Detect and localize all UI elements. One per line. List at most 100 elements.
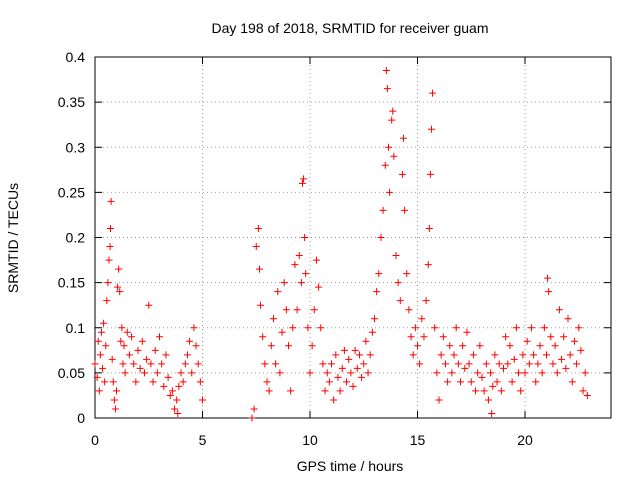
data-point bbox=[310, 306, 318, 314]
data-point bbox=[368, 328, 376, 336]
data-point bbox=[332, 351, 340, 359]
data-point bbox=[293, 306, 301, 314]
data-point bbox=[389, 107, 397, 115]
data-point bbox=[495, 360, 503, 368]
data-point bbox=[573, 360, 581, 368]
data-point bbox=[555, 306, 563, 314]
data-point bbox=[463, 328, 471, 336]
data-point bbox=[106, 243, 114, 251]
data-point bbox=[128, 333, 136, 341]
data-point bbox=[325, 378, 333, 386]
data-point bbox=[525, 360, 533, 368]
data-point bbox=[328, 360, 335, 368]
data-point bbox=[488, 409, 496, 417]
data-point bbox=[536, 342, 544, 350]
data-point bbox=[265, 387, 273, 395]
data-point bbox=[544, 274, 552, 282]
data-point bbox=[186, 337, 194, 345]
data-point bbox=[560, 333, 568, 341]
data-point bbox=[96, 351, 104, 359]
data-point bbox=[371, 315, 378, 323]
data-point bbox=[272, 360, 280, 368]
data-point bbox=[194, 360, 202, 368]
data-point bbox=[179, 378, 187, 386]
data-point bbox=[118, 324, 126, 332]
data-point bbox=[383, 85, 391, 93]
data-point bbox=[121, 369, 129, 377]
data-point bbox=[269, 315, 277, 323]
data-point bbox=[394, 279, 402, 287]
data-point bbox=[474, 369, 482, 377]
data-point bbox=[558, 355, 566, 363]
data-point bbox=[427, 125, 435, 133]
data-point bbox=[173, 396, 181, 404]
data-point bbox=[254, 224, 262, 232]
data-point bbox=[519, 351, 527, 359]
data-point bbox=[298, 179, 306, 187]
data-point bbox=[199, 396, 206, 404]
data-point bbox=[564, 315, 572, 323]
data-point bbox=[405, 306, 413, 314]
data-point bbox=[457, 378, 464, 386]
data-point bbox=[508, 378, 516, 386]
data-point bbox=[123, 328, 131, 336]
data-point bbox=[143, 355, 151, 363]
data-point bbox=[102, 342, 110, 350]
data-point bbox=[390, 152, 398, 160]
data-point bbox=[355, 351, 363, 359]
data-point bbox=[151, 346, 159, 354]
x-tick-label: 15 bbox=[410, 432, 426, 448]
data-point bbox=[100, 319, 108, 327]
data-point bbox=[174, 409, 182, 417]
data-point bbox=[500, 364, 507, 372]
y-tick-label: 0.05 bbox=[58, 365, 85, 381]
data-point bbox=[568, 378, 576, 386]
data-point bbox=[364, 369, 372, 377]
data-point bbox=[527, 324, 535, 332]
data-point bbox=[420, 333, 428, 341]
data-point bbox=[444, 378, 452, 386]
data-point bbox=[282, 306, 290, 314]
data-point bbox=[353, 364, 361, 372]
x-tick-label: 5 bbox=[199, 432, 207, 448]
chart-title: Day 198 of 2018, SRMTID for receiver gua… bbox=[211, 20, 488, 36]
data-point bbox=[140, 369, 148, 377]
data-point bbox=[308, 342, 316, 350]
data-point bbox=[484, 396, 492, 404]
x-tick-label: 20 bbox=[517, 432, 533, 448]
grid-lines bbox=[95, 57, 611, 418]
data-point bbox=[386, 188, 394, 196]
data-point bbox=[517, 387, 525, 395]
data-point bbox=[261, 360, 269, 368]
data-point bbox=[366, 351, 374, 359]
data-point bbox=[295, 252, 303, 260]
data-point bbox=[175, 382, 183, 390]
data-point bbox=[336, 387, 344, 395]
data-point bbox=[400, 134, 408, 142]
data-point bbox=[171, 405, 179, 413]
x-axis-title: GPS time / hours bbox=[297, 458, 404, 474]
x-tick-label: 0 bbox=[91, 432, 99, 448]
data-point bbox=[549, 360, 557, 368]
data-point bbox=[94, 337, 102, 345]
data-point bbox=[454, 360, 462, 368]
data-point bbox=[382, 67, 390, 75]
y-tick-label: 0.4 bbox=[66, 49, 86, 65]
data-point bbox=[116, 288, 124, 296]
data-point bbox=[338, 364, 346, 372]
data-point bbox=[469, 351, 477, 359]
data-point bbox=[534, 360, 542, 368]
data-point bbox=[452, 324, 460, 332]
data-point bbox=[347, 369, 355, 377]
y-tick-label: 0.3 bbox=[66, 139, 86, 155]
data-point bbox=[160, 382, 168, 390]
data-point bbox=[115, 265, 123, 273]
data-point bbox=[581, 369, 589, 377]
data-point bbox=[461, 364, 469, 372]
data-point bbox=[343, 378, 351, 386]
data-point bbox=[418, 315, 426, 323]
plot-frame bbox=[94, 56, 612, 419]
data-point bbox=[168, 387, 176, 395]
data-point bbox=[120, 342, 128, 350]
